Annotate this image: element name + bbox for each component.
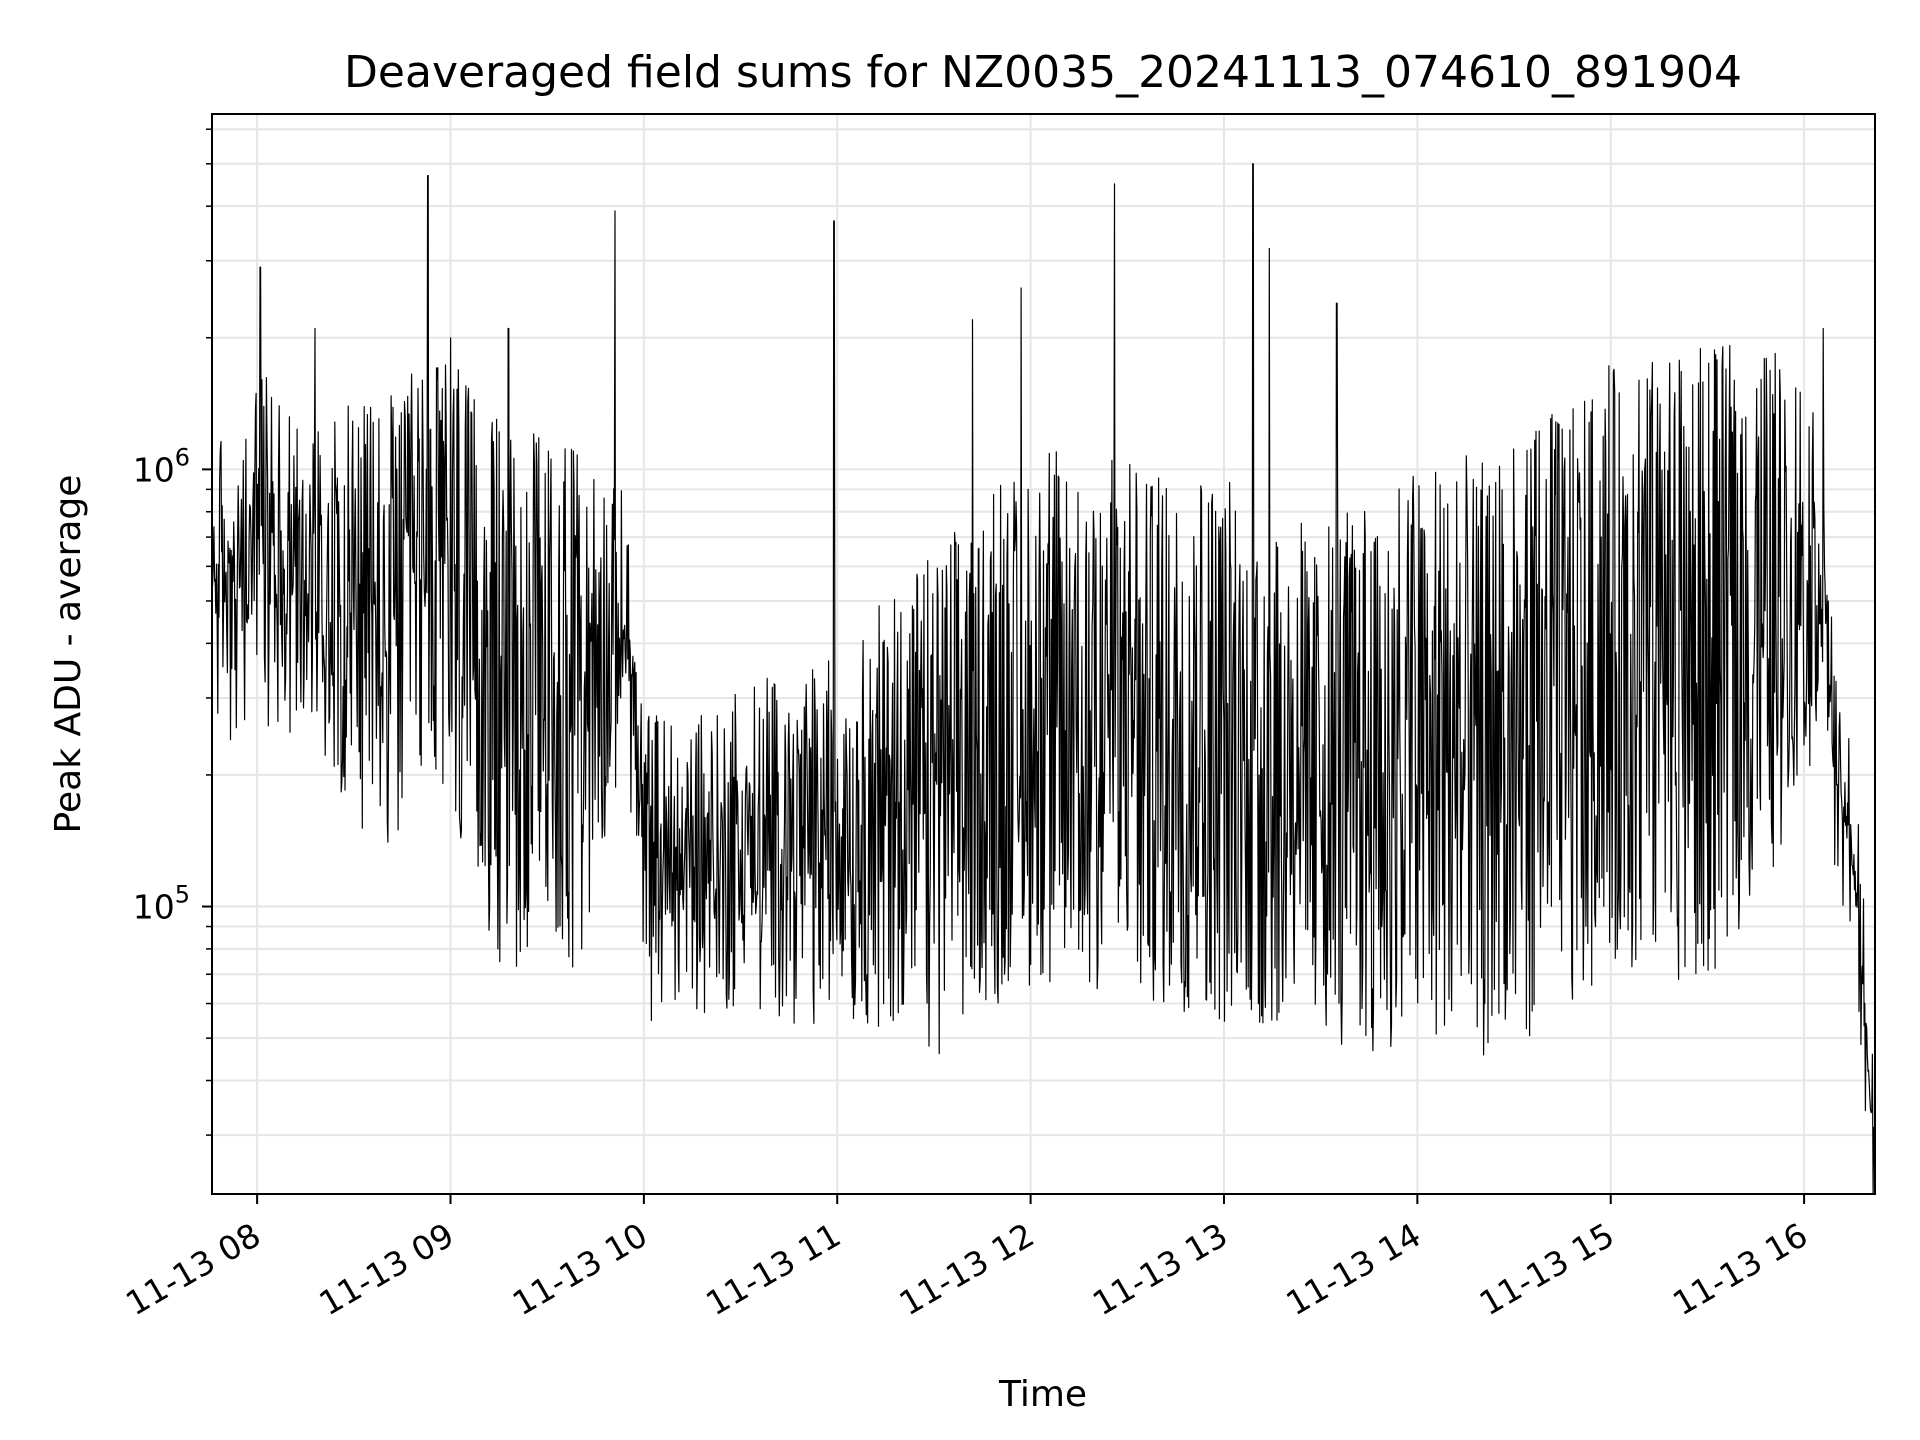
- x-axis-label: Time: [998, 1374, 1087, 1415]
- x-tick-label: 11-13 16: [1666, 1215, 1814, 1323]
- x-tick-label: 11-13 15: [1473, 1215, 1621, 1323]
- y-axis-label: Peak ADU - average: [48, 475, 89, 834]
- x-tick-label: 11-13 10: [506, 1215, 654, 1323]
- x-tick-label: 11-13 08: [119, 1215, 267, 1323]
- y-tick-label: 106: [133, 443, 190, 489]
- axes-frame: [211, 113, 1876, 1195]
- x-tick-label: 11-13 13: [1086, 1215, 1234, 1323]
- y-tick-label: 105: [133, 881, 190, 927]
- x-tick-label: 11-13 09: [312, 1215, 460, 1323]
- series-line: [211, 163, 1876, 1195]
- y-tick-exponent: 6: [175, 443, 190, 471]
- plot-area: [211, 163, 1876, 1195]
- y-tick-base: 10: [133, 450, 175, 489]
- x-ticks: 11-13 08 11-13 09 11-13 10 11-13 11 11-13 12…: [119, 1194, 1814, 1323]
- y-tick-base: 10: [133, 888, 175, 927]
- chart-title: Deaveraged field sums for NZ0035_2024111…: [344, 47, 1742, 98]
- x-tick-label: 11-13 14: [1279, 1215, 1427, 1323]
- grid: [212, 114, 1875, 1194]
- y-tick-exponent: 5: [175, 881, 190, 909]
- x-tick-label: 11-13 11: [699, 1215, 847, 1323]
- x-tick-label: 11-13 12: [893, 1215, 1041, 1323]
